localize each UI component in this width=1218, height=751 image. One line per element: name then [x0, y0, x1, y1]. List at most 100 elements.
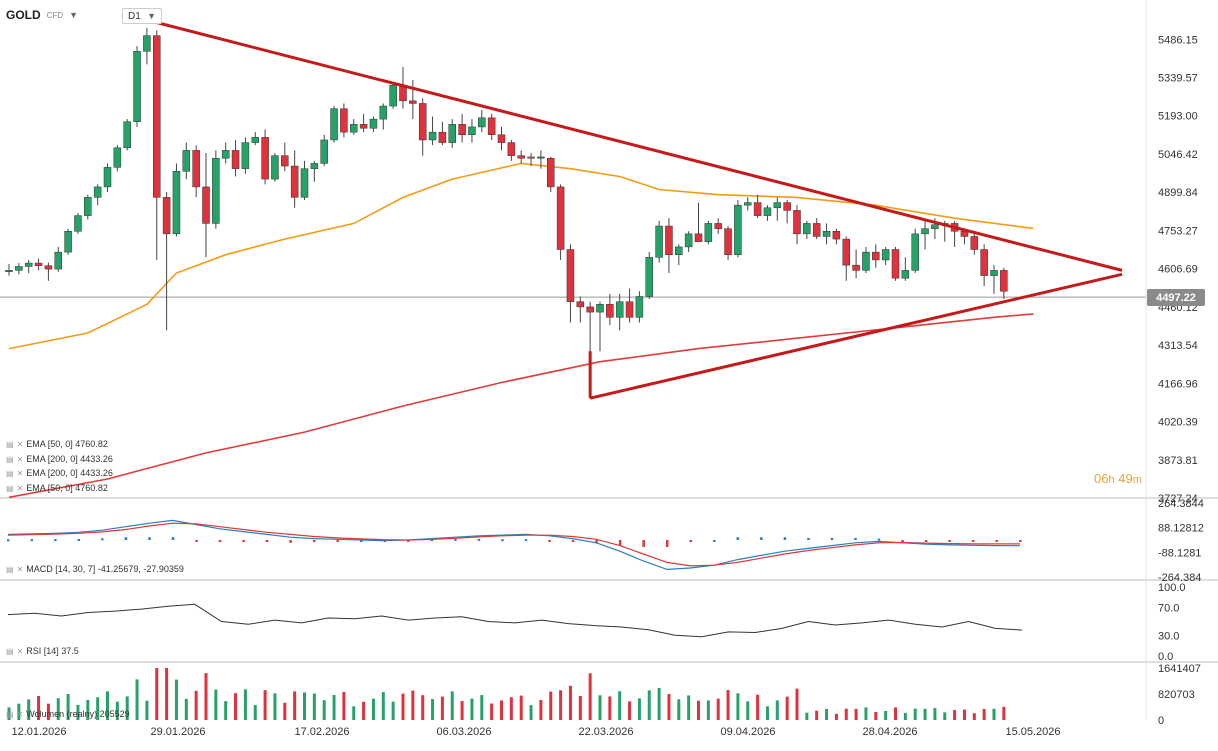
- close-icon[interactable]: ✕: [16, 468, 24, 478]
- date-tick-label: 09.04.2026: [720, 726, 775, 738]
- volume-bar: [76, 704, 80, 720]
- date-tick-label: 29.01.2026: [150, 726, 205, 738]
- macd-histogram-bar: [148, 537, 151, 540]
- close-icon[interactable]: ✕: [16, 646, 24, 656]
- settings-icon[interactable]: ▤: [6, 709, 14, 719]
- close-icon[interactable]: ✕: [16, 454, 24, 464]
- volume-bar: [480, 695, 484, 720]
- chevron-down-icon[interactable]: ▼: [69, 10, 79, 20]
- settings-icon[interactable]: ▤: [6, 468, 14, 478]
- volume-bar: [253, 705, 257, 720]
- volume-bar: [135, 679, 139, 720]
- candle-body: [389, 84, 397, 107]
- volume-bar: [903, 712, 907, 720]
- volume-bar: [460, 700, 464, 720]
- symbol-selector[interactable]: GOLD CFD ▼: [6, 6, 78, 24]
- legend-macd[interactable]: ▤ ✕ MACD [14, 30, 7] -41.25679, -27.90359: [6, 564, 184, 574]
- candle-body: [310, 163, 319, 169]
- trendlines-layer: [146, 18, 1123, 400]
- macd-histogram-bar: [877, 538, 881, 541]
- volume-bar: [539, 699, 543, 720]
- instrument-type: CFD: [46, 10, 64, 20]
- candle-body: [724, 228, 732, 255]
- price-tick-label: 4313.54: [1158, 340, 1198, 352]
- volume-bar: [844, 708, 848, 720]
- settings-icon[interactable]: ▤: [6, 483, 14, 493]
- candle-body: [133, 51, 141, 122]
- settings-icon[interactable]: ▤: [6, 564, 14, 574]
- volume-bar: [825, 708, 829, 720]
- candle-body: [1000, 270, 1008, 292]
- close-icon[interactable]: ✕: [16, 709, 24, 719]
- legend-ema-1[interactable]: ▤ ✕ EMA [50, 0] 4760.82: [6, 439, 108, 449]
- candle-body: [704, 223, 713, 242]
- price-tick-label: 5486.15: [1158, 34, 1198, 46]
- candle-body: [625, 301, 634, 318]
- price-tick-label: 3873.81: [1158, 455, 1198, 467]
- candle-body: [931, 224, 939, 229]
- macd-histogram-bar: [1019, 540, 1022, 542]
- candle-body: [182, 150, 191, 172]
- volume-bar: [992, 708, 996, 720]
- candle-body: [487, 117, 496, 136]
- close-icon[interactable]: ✕: [16, 564, 24, 574]
- volume-bar: [677, 699, 681, 720]
- macd-histogram-bar: [195, 540, 198, 542]
- legend-label: RSI [14] 37.5: [26, 646, 79, 656]
- price-tick-label: 4753.27: [1158, 225, 1198, 237]
- macd-histogram-bar: [171, 537, 175, 540]
- volume-bar: [785, 696, 789, 720]
- legend-label: EMA [50, 0] 4760.82: [26, 439, 108, 449]
- timeframe-selector[interactable]: D1 ▼: [122, 8, 162, 24]
- candle-body: [665, 225, 673, 255]
- volume-bar: [894, 707, 897, 720]
- close-icon[interactable]: ✕: [16, 483, 24, 493]
- volume-bar: [854, 708, 858, 720]
- candle-body: [921, 228, 929, 235]
- macd-histogram-bar: [124, 537, 128, 540]
- macd-histogram-bar: [854, 537, 857, 541]
- candle-body: [350, 124, 358, 133]
- legend-volume[interactable]: ▤ ✕ Wolumen (realny) 205529: [6, 709, 130, 719]
- settings-icon[interactable]: ▤: [6, 454, 14, 464]
- candle-body: [803, 223, 811, 235]
- macd-histogram-bar: [360, 540, 363, 542]
- settings-icon[interactable]: ▤: [6, 439, 14, 449]
- close-icon[interactable]: ✕: [16, 439, 24, 449]
- volume-bar: [115, 701, 119, 720]
- legend-ema-3[interactable]: ▤ ✕ EMA [200, 0] 4433.26: [6, 468, 113, 478]
- volume-bar: [628, 701, 632, 720]
- volume-bar: [697, 700, 700, 720]
- volume-bar: [637, 698, 641, 720]
- legend-ema-4[interactable]: ▤ ✕ EMA [50, 0] 4760.82: [6, 483, 108, 493]
- candle-body: [241, 142, 250, 169]
- volume-bar: [312, 693, 316, 720]
- macd-histogram-bar: [830, 537, 834, 541]
- macd-histogram-bar: [971, 540, 975, 542]
- ema50-line: [8, 162, 1034, 350]
- price-tick-label: 4606.69: [1158, 264, 1198, 276]
- candle-body: [409, 100, 417, 104]
- candle-body: [438, 131, 447, 143]
- legend-rsi[interactable]: ▤ ✕ RSI [14] 37.5: [6, 646, 79, 656]
- candle-body: [812, 223, 821, 237]
- volume-bar: [775, 700, 779, 720]
- candle-body: [684, 233, 693, 248]
- candle-body: [891, 249, 900, 279]
- candle-body: [753, 202, 762, 216]
- macd-histogram-bar: [713, 540, 716, 542]
- candle-body: [901, 270, 910, 279]
- legend-ema-2[interactable]: ▤ ✕ EMA [200, 0] 4433.26: [6, 454, 113, 464]
- macd-histogram-bar: [571, 540, 575, 543]
- settings-icon[interactable]: ▤: [6, 646, 14, 656]
- macd-histogram-bar: [948, 540, 951, 542]
- volume-bar: [106, 691, 109, 720]
- volume-bar: [204, 673, 208, 720]
- date-tick-label: 12.01.2026: [11, 726, 66, 738]
- candle-body: [369, 118, 378, 129]
- volume-bar: [953, 710, 957, 720]
- candles-layer: [5, 27, 1008, 399]
- price-tick-label: 4166.96: [1158, 378, 1198, 390]
- candle-body: [103, 167, 112, 188]
